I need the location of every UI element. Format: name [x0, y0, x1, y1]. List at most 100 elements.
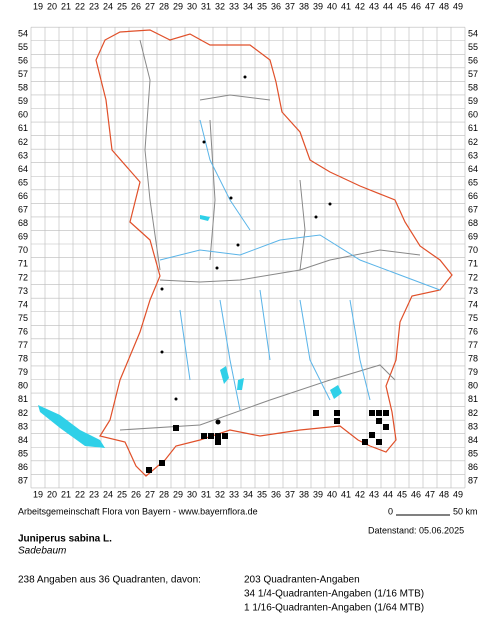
- row-label: 67: [18, 205, 28, 215]
- row-label: 65: [468, 177, 478, 187]
- column-label: 33: [229, 1, 239, 11]
- column-label: 23: [89, 489, 99, 499]
- row-label: 68: [18, 218, 28, 228]
- column-label: 48: [439, 489, 449, 499]
- column-label: 34: [243, 1, 253, 11]
- row-label: 75: [18, 313, 28, 323]
- row-label: 61: [468, 123, 478, 133]
- column-label: 39: [313, 1, 323, 11]
- column-label: 40: [327, 1, 337, 11]
- row-label: 72: [18, 272, 28, 282]
- column-label: 49: [453, 489, 463, 499]
- row-label: 69: [18, 232, 28, 242]
- column-label: 38: [299, 489, 309, 499]
- column-label: 28: [159, 489, 169, 499]
- row-label: 78: [18, 354, 28, 364]
- column-label: 36: [271, 489, 281, 499]
- row-label: 59: [468, 96, 478, 106]
- row-label: 65: [18, 177, 28, 187]
- column-label: 31: [201, 1, 211, 11]
- scale-end: 50 km: [453, 506, 478, 516]
- column-label: 28: [159, 1, 169, 11]
- row-label: 57: [18, 69, 28, 79]
- stats-line: 34 1/4-Quadranten-Angaben (1/16 MTB): [244, 589, 424, 600]
- row-label: 77: [18, 340, 28, 350]
- column-label: 23: [89, 1, 99, 11]
- row-label: 55: [468, 42, 478, 52]
- row-label: 56: [18, 55, 28, 65]
- column-label: 40: [327, 489, 337, 499]
- column-label: 41: [341, 489, 351, 499]
- row-label: 57: [468, 69, 478, 79]
- column-label: 47: [425, 1, 435, 11]
- occurrence-squares: [146, 410, 389, 473]
- row-label: 80: [468, 381, 478, 391]
- species-name: Juniperus sabina L.: [18, 534, 112, 545]
- column-label: 39: [313, 489, 323, 499]
- row-label: 61: [18, 123, 28, 133]
- column-label: 43: [369, 1, 379, 11]
- row-label: 63: [468, 150, 478, 160]
- row-label: 71: [468, 259, 478, 269]
- row-label: 71: [18, 259, 28, 269]
- column-label: 29: [173, 489, 183, 499]
- column-label: 33: [229, 489, 239, 499]
- column-label: 32: [215, 489, 225, 499]
- regional-borders: [119, 39, 421, 431]
- column-label: 20: [47, 489, 57, 499]
- column-label: 26: [131, 489, 141, 499]
- row-label: 62: [468, 137, 478, 147]
- row-label: 55: [18, 42, 28, 52]
- row-label: 73: [18, 286, 28, 296]
- rivers: [159, 119, 441, 411]
- column-label: 24: [103, 489, 113, 499]
- row-label: 54: [468, 28, 478, 38]
- column-label: 22: [75, 489, 85, 499]
- column-label: 45: [397, 489, 407, 499]
- row-label: 74: [468, 299, 478, 309]
- column-label: 21: [61, 1, 71, 11]
- row-label: 56: [468, 55, 478, 65]
- row-label: 75: [468, 313, 478, 323]
- column-label: 42: [355, 489, 365, 499]
- column-label: 46: [411, 489, 421, 499]
- column-label: 41: [341, 1, 351, 11]
- row-label: 86: [18, 462, 28, 472]
- row-label: 82: [468, 408, 478, 418]
- date: Datenstand: 05.06.2025: [368, 525, 464, 535]
- column-label: 45: [397, 1, 407, 11]
- column-label: 34: [243, 489, 253, 499]
- row-label: 83: [18, 421, 28, 431]
- row-label: 76: [18, 326, 28, 336]
- column-label: 42: [355, 1, 365, 11]
- row-label: 81: [18, 394, 28, 404]
- row-label: 69: [468, 232, 478, 242]
- column-label: 21: [61, 489, 71, 499]
- column-label: 27: [145, 1, 155, 11]
- row-label: 60: [18, 110, 28, 120]
- row-label: 66: [18, 191, 28, 201]
- row-label: 79: [468, 367, 478, 377]
- row-label: 68: [468, 218, 478, 228]
- row-label: 60: [468, 110, 478, 120]
- row-label: 78: [468, 354, 478, 364]
- column-label: 43: [369, 489, 379, 499]
- row-label: 66: [468, 191, 478, 201]
- row-label: 84: [18, 435, 28, 445]
- column-label: 20: [47, 1, 57, 11]
- stats-line: 203 Quadranten-Angaben: [244, 575, 360, 586]
- row-label: 80: [18, 381, 28, 391]
- common-name: Sadebaum: [18, 546, 66, 557]
- column-label: 35: [257, 489, 267, 499]
- row-label: 87: [468, 476, 478, 486]
- column-label: 37: [285, 489, 295, 499]
- row-label: 62: [18, 137, 28, 147]
- column-label: 32: [215, 1, 225, 11]
- row-label: 86: [468, 462, 478, 472]
- lake-constance: [38, 405, 105, 448]
- column-label: 31: [201, 489, 211, 499]
- grid: 19 19 20 20 21 21 22 22 23 23 24 24 25 25 26 26 27 27 28 28…: [18, 1, 478, 499]
- column-label: 19: [33, 489, 43, 499]
- row-label: 85: [18, 448, 28, 458]
- column-label: 27: [145, 489, 155, 499]
